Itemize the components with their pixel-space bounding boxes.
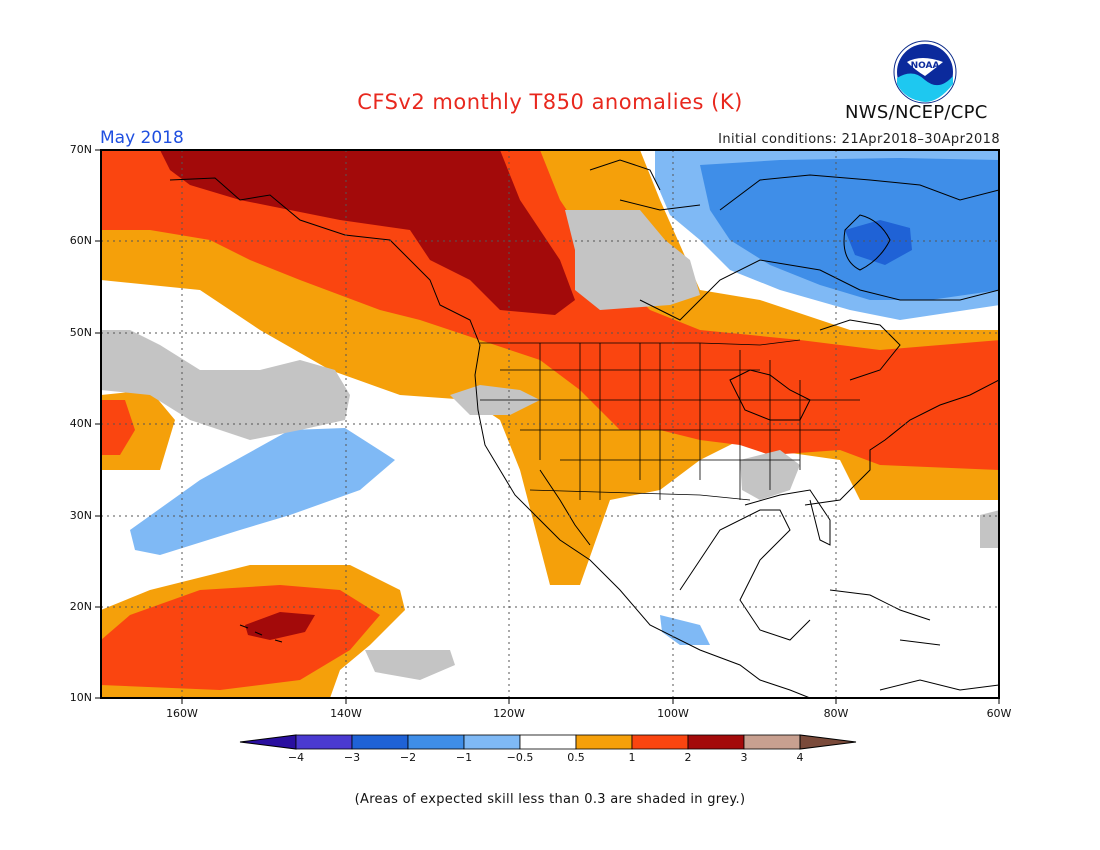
colorbar (239, 734, 857, 750)
colorbar-segment (239, 734, 297, 750)
anomaly-region-red-west (101, 400, 135, 455)
colorbar-segment (631, 734, 689, 750)
colorbar-tick-label: 0.5 (567, 751, 585, 764)
colorbar-segment (687, 734, 745, 750)
chart-title: CFSv2 monthly T850 anomalies (K) (357, 90, 743, 114)
colorbar-tick-label: 4 (796, 751, 804, 764)
colorbar-tick-label: 3 (740, 751, 748, 764)
colorbar-segment (575, 734, 633, 750)
low-skill-region-pacific (101, 330, 350, 440)
noaa-logo: NOAA (893, 40, 957, 104)
colorbar-tick-label: 2 (684, 751, 692, 764)
lat-label-30n: 30N (69, 509, 92, 522)
lat-label-50n: 50N (69, 326, 92, 339)
anomaly-region-darkblue-hudson (845, 220, 912, 265)
colorbar-segment (519, 734, 577, 750)
colorbar-tick-label: −3 (343, 751, 361, 764)
lon-label-60w: 60W (986, 707, 1012, 720)
footnote: (Areas of expected skill less than 0.3 a… (354, 792, 746, 807)
colorbar-segment (295, 734, 353, 750)
colorbar-segment (407, 734, 465, 750)
colorbar-tick-label: −1 (455, 751, 473, 764)
anomaly-region-darkred-hawaii (245, 612, 315, 640)
lat-label-70n: 70N (69, 143, 92, 156)
lat-label-20n: 20N (69, 600, 92, 613)
low-skill-region-east (980, 510, 999, 548)
forecast-month: May 2018 (100, 128, 184, 148)
lat-label-10n: 10N (69, 691, 92, 704)
coastlines (169, 159, 999, 698)
colorbar-tick-label: −4 (287, 751, 305, 764)
lon-label-100w: 100W (657, 707, 689, 720)
initial-conditions: Initial conditions: 21Apr2018–30Apr2018 (718, 132, 1000, 147)
svg-text:NOAA: NOAA (911, 61, 940, 71)
low-skill-region-canada (565, 210, 700, 310)
map-field (101, 150, 999, 698)
colorbar-segment (463, 734, 521, 750)
colorbar-tick-label: 1 (628, 751, 636, 764)
colorbar-segment (799, 734, 857, 750)
lon-label-80w: 80W (823, 707, 849, 720)
graticule (101, 150, 999, 698)
lon-label-160w: 160W (166, 707, 198, 720)
anomaly-region-red-hawaii (101, 585, 380, 690)
lon-label-120w: 120W (493, 707, 525, 720)
agency-label: NWS/NCEP/CPC (845, 102, 988, 123)
colorbar-segment (351, 734, 409, 750)
axis-ticks (95, 149, 1000, 704)
colorbar-tick-label: −2 (399, 751, 417, 764)
colorbar-segment (743, 734, 801, 750)
anomaly-region-lightblue-pacific (130, 428, 395, 555)
anomaly-region-darkred-alaska (160, 150, 575, 315)
low-skill-region-hawaii (365, 650, 455, 680)
lat-label-40n: 40N (69, 417, 92, 430)
colorbar-tick-label: −0.5 (506, 751, 534, 764)
state-borders (480, 339, 860, 501)
lat-label-60n: 60N (69, 234, 92, 247)
lon-label-140w: 140W (330, 707, 362, 720)
